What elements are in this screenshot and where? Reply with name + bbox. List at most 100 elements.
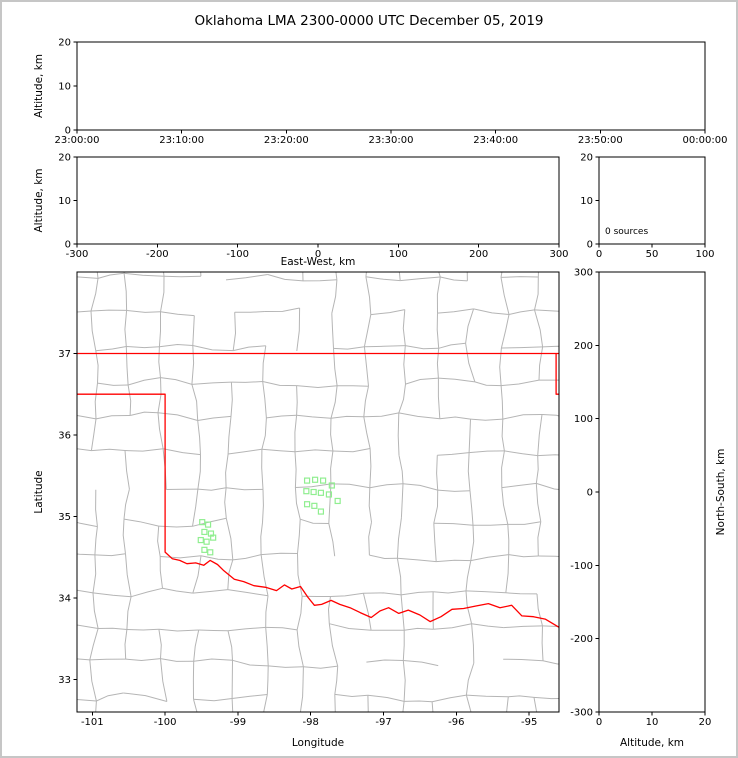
county-line bbox=[130, 239, 161, 246]
county-line bbox=[368, 522, 372, 556]
county-line bbox=[542, 625, 559, 628]
county-line bbox=[440, 276, 468, 282]
county-line bbox=[330, 385, 338, 419]
station-marker bbox=[199, 519, 206, 526]
county-line bbox=[569, 521, 571, 557]
panel-source_histogram: 0 50 100 0 10 20 0 sources bbox=[580, 153, 714, 261]
county-line bbox=[436, 276, 441, 314]
y-tick-label: 35 bbox=[58, 512, 71, 523]
county-line bbox=[200, 272, 202, 277]
county-line bbox=[234, 311, 265, 313]
county-line bbox=[261, 449, 264, 490]
county-line bbox=[438, 342, 466, 349]
county-line bbox=[193, 629, 200, 662]
county-line bbox=[225, 453, 229, 488]
county-line bbox=[232, 312, 237, 351]
county-line bbox=[56, 701, 58, 730]
county-line bbox=[396, 558, 402, 595]
county-line bbox=[192, 345, 234, 352]
x-axis-label-ew_height: East-West, km bbox=[281, 256, 356, 268]
county-line bbox=[398, 412, 440, 420]
x-tick-label: -99 bbox=[230, 717, 246, 728]
county-line bbox=[504, 450, 538, 457]
county-line bbox=[501, 419, 505, 451]
axes-frame-map bbox=[76, 271, 560, 713]
county-line bbox=[261, 417, 267, 450]
county-line bbox=[235, 729, 262, 731]
state-border-oklahoma-texas bbox=[77, 393, 559, 628]
county-line bbox=[296, 307, 301, 351]
x-tick-label: 100 bbox=[389, 249, 408, 260]
county-line bbox=[467, 452, 471, 491]
county-line bbox=[570, 696, 611, 698]
county-line bbox=[227, 559, 234, 590]
county-line bbox=[472, 730, 502, 734]
panel-map: -101 -100 -99 -98 -97 -96 -95 33 34 35 36 37 Longitu… bbox=[33, 239, 611, 749]
county-line bbox=[77, 658, 90, 661]
county-line bbox=[266, 414, 297, 419]
county-line bbox=[95, 700, 97, 712]
county-line bbox=[372, 730, 399, 731]
x-tick-label: 23:20:00 bbox=[264, 135, 309, 146]
source-count-annotation: 0 sources bbox=[605, 227, 648, 237]
county-line bbox=[505, 592, 538, 595]
county-line bbox=[437, 452, 470, 456]
county-line bbox=[226, 487, 264, 491]
county-line bbox=[334, 694, 336, 712]
county-line bbox=[606, 281, 609, 308]
county-line bbox=[197, 420, 201, 455]
county-line bbox=[328, 623, 339, 667]
county-line bbox=[130, 587, 163, 598]
x-tick-label: 20 bbox=[699, 717, 712, 728]
county-line bbox=[466, 694, 509, 698]
county-line bbox=[123, 273, 128, 311]
county-line bbox=[225, 274, 268, 281]
county-line bbox=[294, 451, 297, 488]
county-line bbox=[501, 487, 509, 525]
county-line bbox=[604, 556, 609, 593]
station-marker bbox=[334, 497, 341, 505]
county-line bbox=[77, 553, 95, 556]
county-line bbox=[157, 412, 198, 421]
county-line bbox=[96, 272, 99, 279]
y-tick-label: 0 bbox=[587, 488, 593, 499]
county-line bbox=[465, 590, 473, 624]
county-line bbox=[227, 589, 269, 597]
county-line bbox=[533, 697, 538, 712]
county-line bbox=[437, 730, 473, 732]
county-line bbox=[330, 483, 370, 489]
county-line bbox=[328, 483, 332, 524]
county-line bbox=[363, 592, 402, 596]
county-line bbox=[160, 311, 195, 317]
county-line bbox=[541, 625, 544, 661]
county-line bbox=[366, 659, 404, 663]
county-line bbox=[90, 278, 99, 312]
county-line bbox=[471, 623, 475, 664]
county-line bbox=[330, 592, 364, 597]
county-line bbox=[334, 666, 339, 695]
y-axis-label-map: Latitude bbox=[33, 470, 45, 513]
county-line bbox=[126, 596, 132, 630]
county-line bbox=[329, 623, 372, 631]
x-tick-label: 200 bbox=[469, 249, 488, 260]
county-line bbox=[541, 414, 559, 417]
county-line bbox=[364, 345, 406, 348]
county-line bbox=[402, 630, 405, 661]
county-line bbox=[402, 309, 406, 346]
county-line bbox=[267, 274, 304, 282]
y-tick-label: 0 bbox=[65, 240, 71, 251]
county-line bbox=[197, 487, 227, 491]
county-line bbox=[227, 630, 233, 661]
county-line bbox=[500, 272, 503, 278]
county-line bbox=[294, 415, 298, 452]
county-line bbox=[367, 695, 369, 712]
county-line bbox=[328, 523, 336, 557]
county-line bbox=[431, 701, 434, 712]
county-line bbox=[126, 628, 159, 631]
county-line bbox=[77, 448, 92, 452]
county-line bbox=[197, 415, 232, 421]
x-tick-label: 50 bbox=[646, 249, 659, 260]
county-line bbox=[302, 279, 337, 282]
